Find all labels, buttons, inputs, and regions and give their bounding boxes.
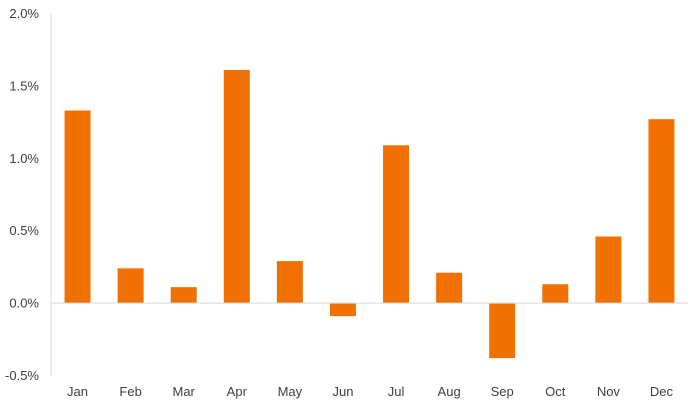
y-tick-label: 2.0% [9,6,39,21]
x-tick-label: Dec [650,384,674,399]
bar-feb [117,268,144,304]
x-tick-label: Jun [332,384,353,399]
bar-apr [223,69,250,304]
x-tick-label: Oct [545,384,566,399]
bar-nov [595,236,622,304]
bar-sep [489,303,516,359]
bar-aug [436,272,463,304]
bar-may [276,261,303,304]
y-tick-label: 0.0% [9,296,39,311]
y-tick-label: -0.5% [5,368,39,383]
y-tick-label: 1.5% [9,78,39,93]
bar-jan [64,110,91,304]
x-tick-label: Apr [227,384,248,399]
bar-dec [648,119,675,304]
x-tick-label: Aug [438,384,461,399]
bar-jul [383,145,410,304]
y-tick-label: 0.5% [9,223,39,238]
x-tick-label: Feb [119,384,141,399]
x-tick-label: Jul [388,384,405,399]
bar-mar [170,287,197,304]
x-tick-label: Mar [173,384,196,399]
x-tick-label: Jan [67,384,88,399]
bar-jun [329,303,356,317]
x-tick-label: Nov [597,384,621,399]
x-tick-label: Sep [491,384,514,399]
bar-oct [542,284,569,304]
x-tick-label: May [278,384,303,399]
y-tick-label: 1.0% [9,151,39,166]
